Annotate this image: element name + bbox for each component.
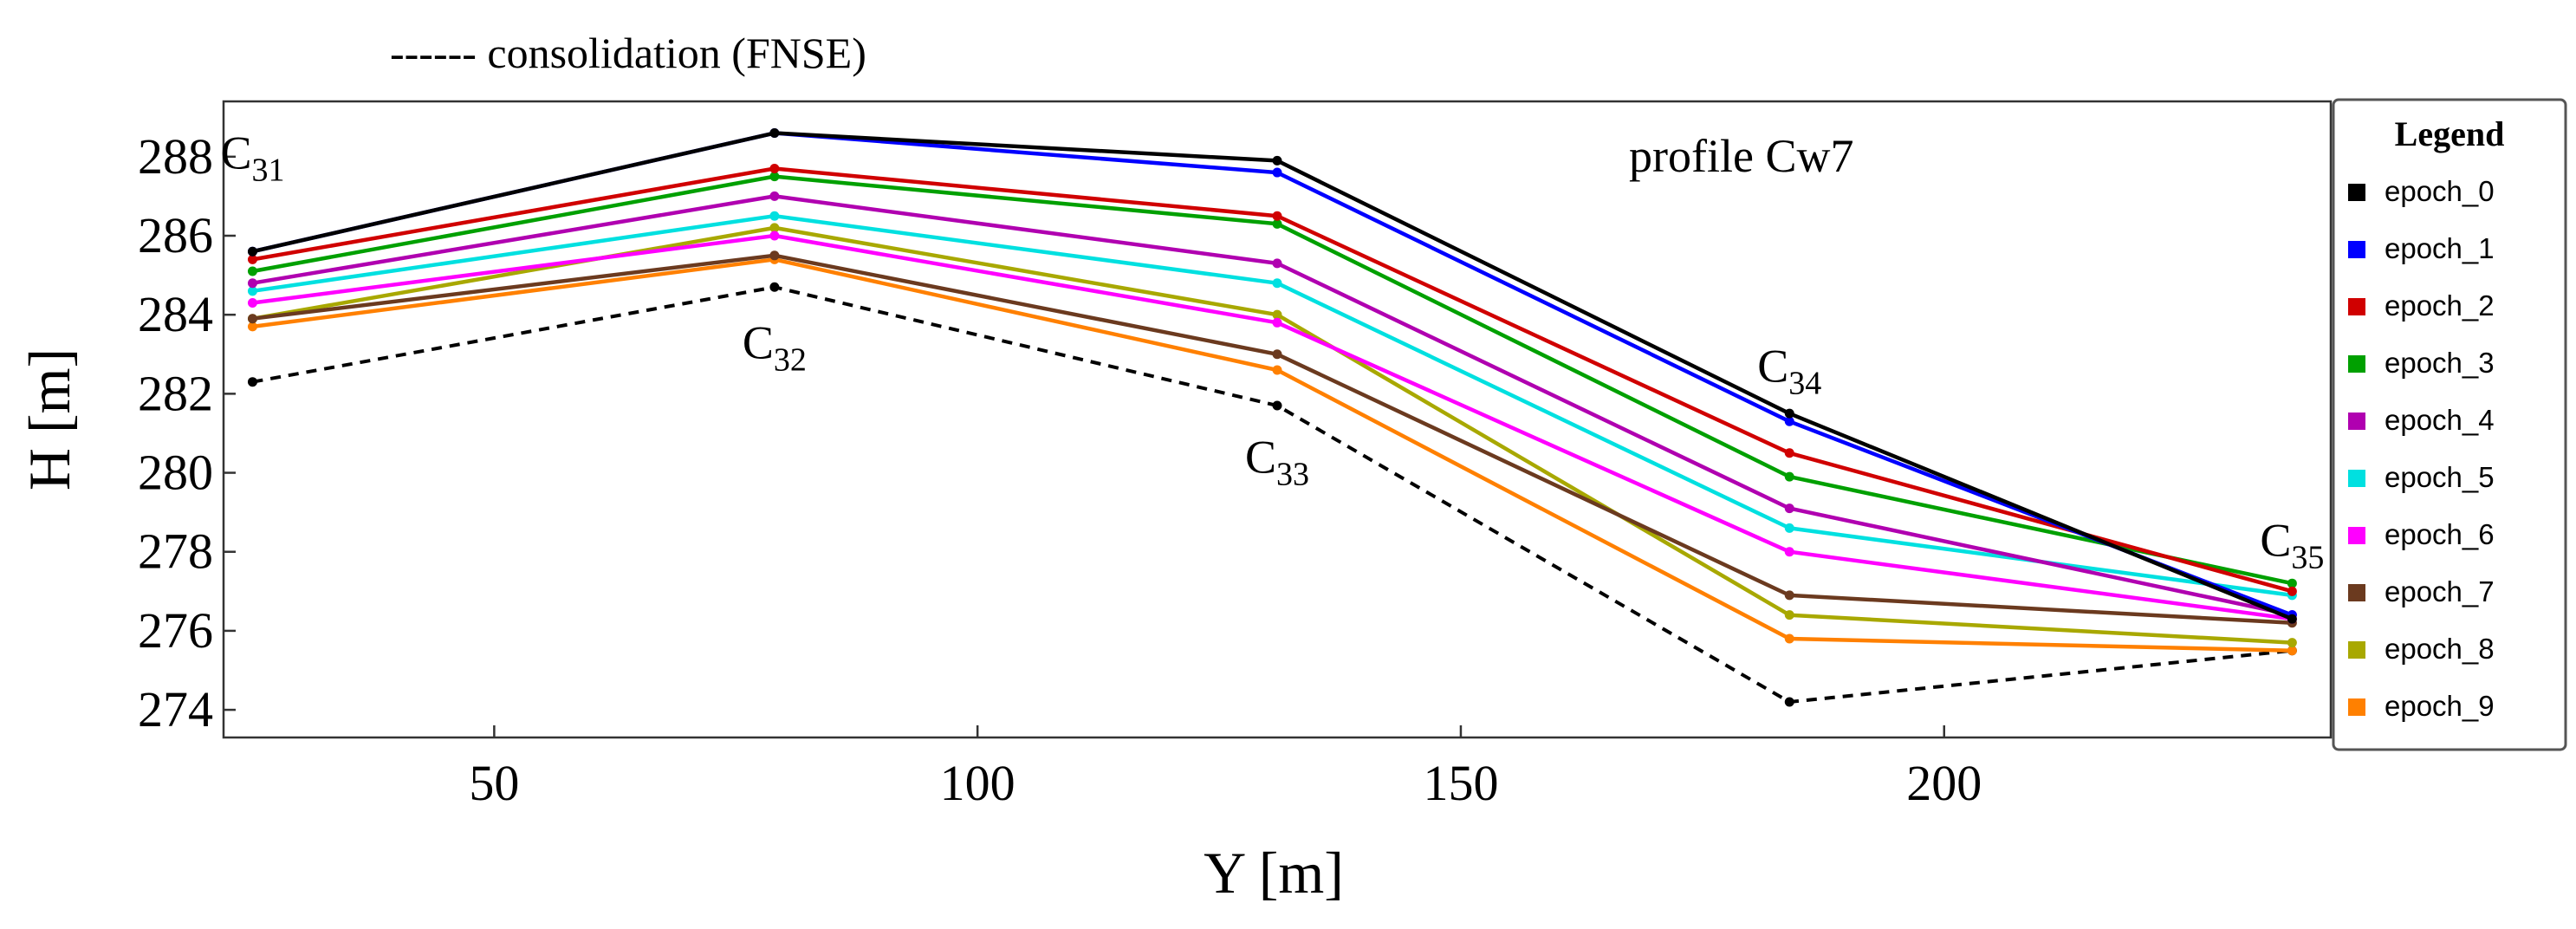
series-point-epoch_9 [1784,633,1794,644]
series-point-epoch_3 [2287,578,2297,588]
series-point-epoch_0 [1784,408,1794,419]
series-point-epoch_2 [769,164,780,174]
series-point-epoch_3 [1784,471,1794,482]
legend-label-epoch_4: epoch_4 [2385,404,2495,436]
point-label-C32: C32 [743,316,807,378]
y-tick-label: 282 [138,365,213,421]
series-point-epoch_7 [247,314,257,324]
y-tick-label: 278 [138,523,213,580]
point-label-C35: C35 [2260,514,2324,575]
y-tick-label: 284 [138,286,213,342]
legend-label-epoch_9: epoch_9 [2385,690,2495,722]
series-point-epoch_5 [1784,523,1794,533]
series-point-epoch_6 [247,298,257,309]
x-tick-label: 150 [1423,755,1498,811]
series-point-epoch_4 [247,278,257,289]
x-axis: 50 100 150 200 [469,725,1982,811]
series-point-epoch_8 [2287,638,2297,648]
legend-label-epoch_2: epoch_2 [2385,289,2495,322]
series-point-epoch_6 [1784,547,1794,557]
series-layer [247,127,2297,707]
consolidation-point [247,377,257,387]
legend-swatch-epoch_0 [2348,184,2365,201]
legend-swatch-epoch_3 [2348,355,2365,373]
x-tick-label: 50 [469,755,519,811]
legend-label-epoch_6: epoch_6 [2385,518,2495,550]
series-point-epoch_1 [1272,167,1282,178]
y-axis: 274 276 278 280 282 284 286 288 [138,128,236,737]
series-point-epoch_9 [1272,365,1282,375]
series-point-epoch_9 [247,322,257,332]
series-point-epoch_1 [1784,416,1794,426]
series-point-epoch_7 [1784,590,1794,601]
series-point-epoch_2 [1272,211,1282,221]
legend-label-epoch_3: epoch_3 [2385,347,2495,379]
legend-swatch-epoch_9 [2348,698,2365,716]
series-point-epoch_6 [769,231,780,241]
series-point-epoch_5 [1272,278,1282,289]
series-line-epoch_3 [252,174,2293,586]
legend-label-epoch_8: epoch_8 [2385,633,2495,665]
series-line-epoch_6 [252,233,2293,621]
series-point-epoch_7 [1272,349,1282,360]
series-point-epoch_0 [1272,155,1282,166]
point-labels: C31 C32 C33 C34 C35 [220,127,2324,576]
legend-swatch-epoch_6 [2348,527,2365,544]
y-tick-label: 288 [138,128,213,185]
y-tick-label: 274 [138,681,213,737]
x-axis-label: Y [m] [1204,840,1344,906]
series-point-epoch_9 [2287,646,2297,656]
series-point-epoch_8 [1784,610,1794,620]
y-tick-label: 286 [138,207,213,263]
y-tick-label: 276 [138,602,213,659]
legend-label-epoch_7: epoch_7 [2385,575,2495,607]
series-point-epoch_4 [769,191,780,201]
series-point-epoch_8 [1272,309,1282,320]
series-point-epoch_2 [247,254,257,264]
point-label-C33: C33 [1245,432,1309,493]
legend-swatch-epoch_8 [2348,641,2365,659]
legend-swatch-epoch_5 [2348,470,2365,487]
series-point-epoch_5 [769,211,780,221]
profile-label: profile Cw7 [1629,130,1853,182]
plot-frame [222,100,2333,739]
series-point-epoch_8 [769,223,780,233]
series-point-epoch_2 [2287,586,2297,596]
legend-swatch-epoch_1 [2348,241,2365,258]
series-point-epoch_3 [1272,218,1282,229]
x-tick-label: 100 [940,755,1015,811]
legend-swatch-epoch_2 [2348,298,2365,315]
consolidation-annotation: ------ consolidation (FNSE) [390,29,866,77]
legend-label-epoch_0: epoch_0 [2385,175,2495,207]
consolidation-point [1784,697,1794,707]
legend-title: Legend [2395,114,2505,153]
legend: Legend epoch_0epoch_1epoch_2epoch_3epoch… [2332,98,2567,751]
series-point-epoch_3 [247,266,257,276]
legend-swatch-epoch_7 [2348,584,2365,601]
series-point-epoch_2 [1784,448,1794,458]
series-point-epoch_4 [1784,503,1794,514]
series-point-epoch_5 [247,286,257,296]
legend-label-epoch_1: epoch_1 [2385,232,2495,264]
point-label-C34: C34 [1757,341,1821,402]
series-point-epoch_0 [247,246,257,257]
consolidation-point [769,282,780,292]
legend-swatch-epoch_4 [2348,413,2365,430]
y-tick-label: 280 [138,445,213,501]
series-point-epoch_3 [769,172,780,182]
legend-label-epoch_5: epoch_5 [2385,461,2495,493]
point-label-C31: C31 [220,127,284,189]
series-point-epoch_6 [1272,317,1282,328]
legend-entries: epoch_0 epoch_1 epoch_2 epoch_3 epoch_4epoch… [2348,175,2495,722]
x-tick-label: 200 [1906,755,1982,811]
legend-box [2332,98,2567,751]
consolidation-point [1272,400,1282,411]
series-point-epoch_0 [2287,614,2297,624]
series-point-epoch_4 [1272,258,1282,269]
series-point-epoch_7 [769,250,780,261]
y-axis-label: H [m] [16,348,82,490]
series-point-epoch_0 [769,127,780,138]
